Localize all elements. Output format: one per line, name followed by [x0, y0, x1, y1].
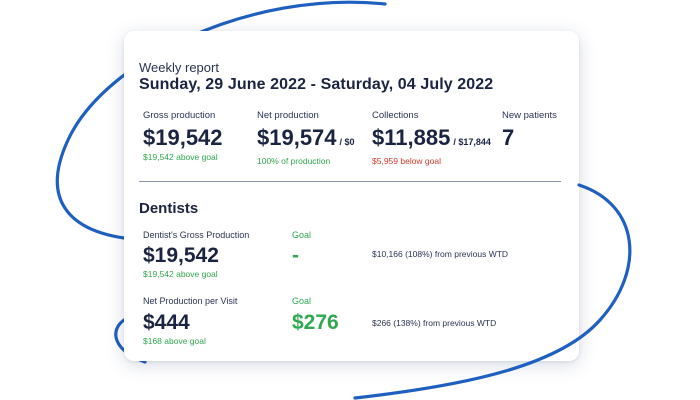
metric-value: $11,885/ $17,844: [372, 127, 491, 153]
goal-value: $276: [292, 311, 339, 334]
net-production-per-visit-value: $444: [143, 311, 190, 334]
section-divider: [139, 181, 561, 182]
comparison-text: $266 (138%) from previous WTD: [372, 318, 497, 328]
metric-value-text: 7: [502, 125, 515, 150]
metric-label: Gross production: [143, 110, 216, 121]
metric-label: New patients: [502, 110, 557, 121]
dentists-section-title: Dentists: [139, 200, 199, 217]
goal-label: Goal: [292, 296, 312, 306]
metric-value: $19,542: [143, 127, 223, 149]
dentist-gross-production-value: $19,542: [143, 244, 219, 267]
metric-suffix: / $17,844: [453, 137, 491, 147]
net-production-per-visit-subtext: $168 above goal: [143, 336, 206, 346]
metric-value-text: $19,542: [143, 125, 223, 150]
metric-gross-production: Gross production $19,542 $19,542 above g…: [143, 110, 223, 162]
net-production-per-visit-label: Net Production per Visit: [143, 296, 238, 306]
report-date-range: Sunday, 29 June 2022 - Saturday, 04 July…: [139, 76, 494, 93]
metric-new-patients: New patients 7: [502, 110, 557, 149]
goal-value: -: [292, 244, 299, 267]
metric-label: Net production: [257, 110, 319, 121]
metric-subtext: $19,542 above goal: [143, 152, 218, 162]
metric-value: 7: [502, 127, 557, 149]
metric-value-text: $19,574: [257, 125, 337, 150]
metric-collections: Collections $11,885/ $17,844 $5,959 belo…: [372, 110, 491, 166]
metric-suffix: / $0: [339, 137, 355, 147]
comparison-text: $10,166 (108%) from previous WTD: [372, 249, 509, 259]
metric-value-text: $11,885: [372, 125, 451, 150]
report-eyebrow: Weekly report: [139, 60, 219, 75]
metric-label: Collections: [372, 110, 419, 121]
metric-subtext: 100% of production: [257, 156, 331, 166]
metric-subtext: $5,959 below goal: [372, 156, 442, 166]
dentist-gross-production-label: Dentist's Gross Production: [143, 230, 250, 240]
dentist-gross-production-subtext: $19,542 above goal: [143, 269, 218, 279]
metric-net-production: Net production $19,574/ $0 100% of produ…: [257, 110, 355, 166]
goal-label: Goal: [292, 230, 312, 240]
metric-value: $19,574/ $0: [257, 127, 355, 153]
weekly-report-card: Weekly report Sunday, 29 June 2022 - Sat…: [124, 31, 579, 361]
